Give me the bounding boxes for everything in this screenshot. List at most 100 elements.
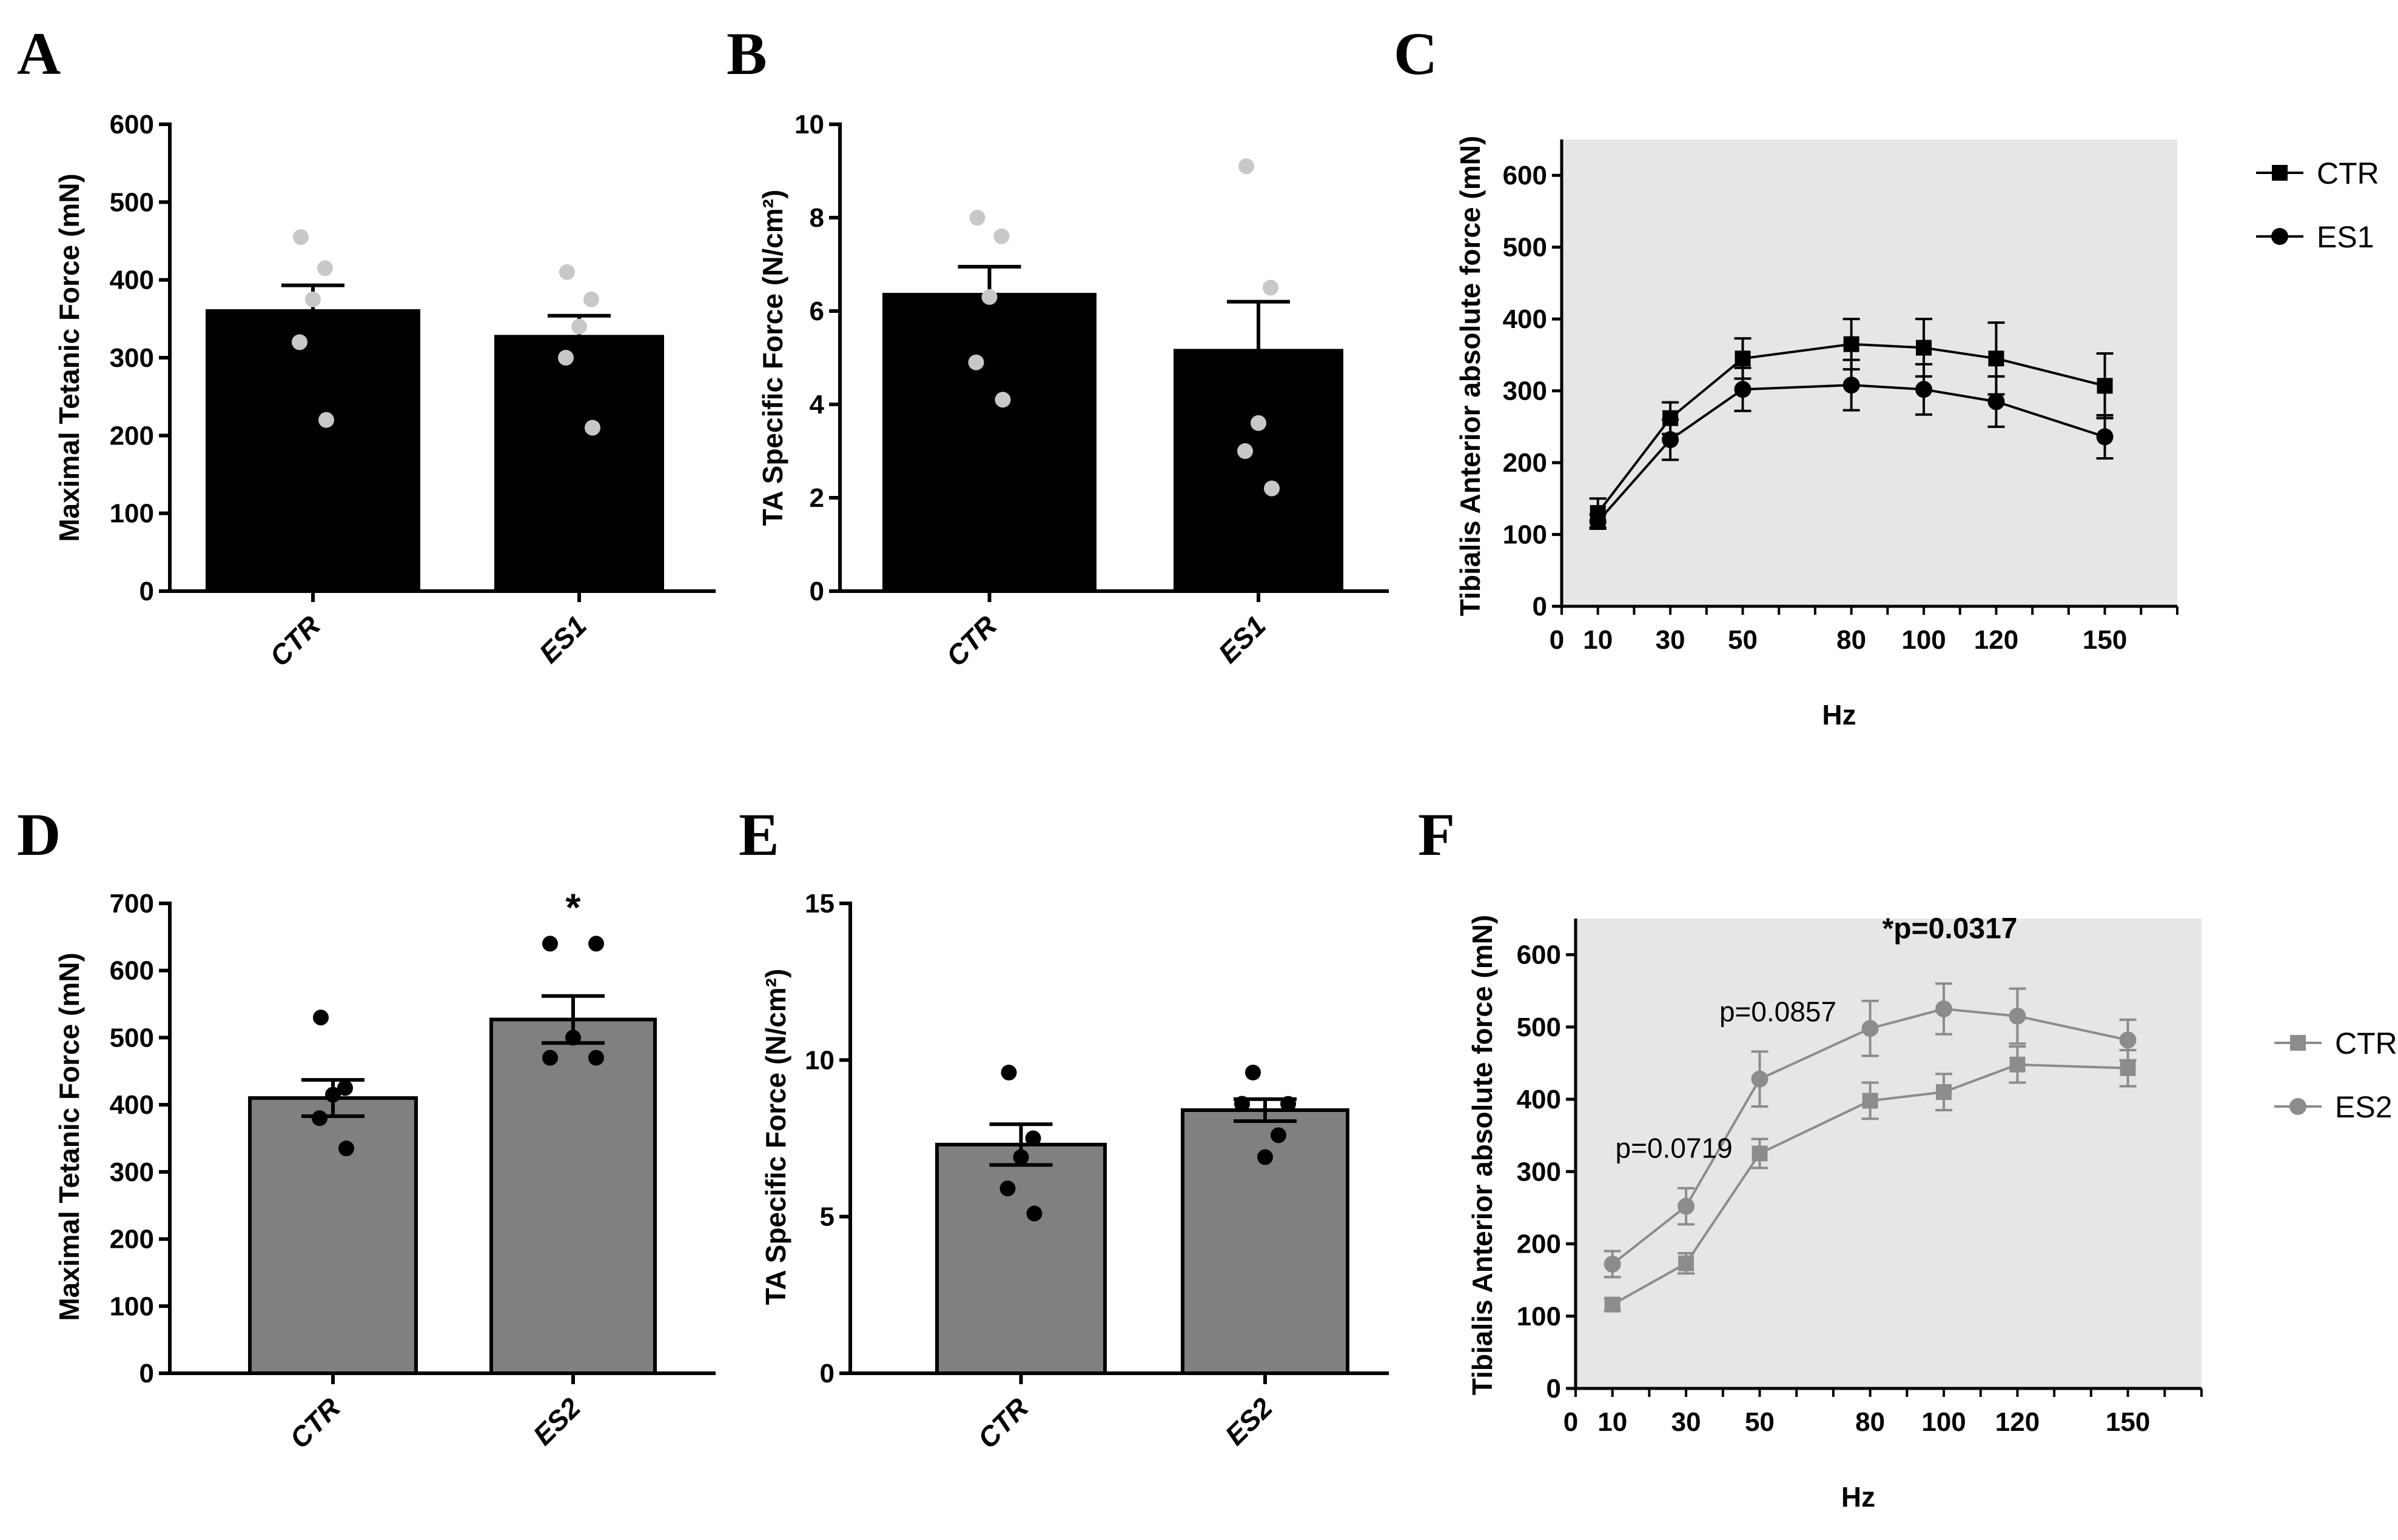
data-point	[292, 334, 307, 350]
legend-label: ES1	[2317, 220, 2374, 254]
data-point	[1025, 1130, 1041, 1147]
x-tick-label: 120	[1995, 1407, 2040, 1437]
y-tick-label: 200	[1517, 1230, 1561, 1259]
plot-area: CTR ES2 0 100 200 300 400 500 600 700 Maximal Teta…	[53, 885, 716, 1455]
data-point	[588, 936, 604, 952]
data-point	[1280, 1096, 1296, 1112]
data-point-square	[2120, 1060, 2136, 1076]
data-point	[969, 210, 986, 226]
y-tick-label: 300	[110, 343, 154, 373]
data-point	[571, 318, 587, 335]
data-point-square	[1862, 1093, 1878, 1109]
x-tick-label: 10	[1583, 625, 1613, 655]
data-point-square	[1916, 340, 1932, 356]
data-point	[312, 1110, 327, 1127]
y-tick-label: 500	[1503, 233, 1547, 263]
plot-area: CTR ES2 0 5 10 15 TA Specific Force (N/cm²)	[760, 889, 1389, 1455]
legend-label: CTR	[2335, 1026, 2397, 1060]
y-tick-label: 600	[110, 956, 154, 986]
plot-area: CTR ES1 0 100 200 300 400 500 600 Maximal Tetanic…	[53, 110, 716, 672]
y-tick-label: 400	[1503, 304, 1547, 334]
x-tick-label: 50	[1745, 1407, 1775, 1437]
data-point-square	[2009, 1056, 2026, 1073]
y-tick-label: 100	[110, 1291, 154, 1321]
data-point	[317, 260, 333, 276]
category-label: ES2	[1219, 1391, 1279, 1451]
data-point	[1238, 158, 1254, 175]
y-tick-label: 4	[810, 390, 825, 420]
panel-letter: A	[17, 20, 61, 87]
plot-area: 0 100 200 300 400 500 600 0 10 30 50 80 100 120 150 Hz T…	[1466, 912, 2397, 1513]
y-tick-label: 0	[1547, 1374, 1561, 1404]
data-point	[981, 289, 998, 305]
x-tick-label: 150	[2106, 1407, 2150, 1437]
bar-ctr	[248, 1096, 418, 1375]
data-point	[325, 1086, 341, 1103]
data-point	[1237, 443, 1253, 459]
data-point	[318, 412, 334, 428]
data-point-circle	[1589, 513, 1607, 531]
y-tick-label: 500	[110, 1023, 154, 1053]
data-point	[1234, 1096, 1250, 1112]
data-point	[1001, 1065, 1017, 1080]
y-axis-label: Tibialis Anterior absolute force (mN)	[1454, 136, 1486, 616]
data-point-circle	[2096, 428, 2114, 446]
y-tick-label: 700	[110, 889, 154, 919]
data-point	[337, 1080, 353, 1096]
data-point-circle	[2009, 1007, 2026, 1025]
y-tick-label: 8	[810, 203, 824, 233]
y-tick-label: 400	[1517, 1085, 1561, 1114]
data-point-circle	[1915, 381, 1933, 398]
data-point	[542, 936, 558, 952]
y-tick-label: 200	[110, 421, 154, 450]
data-point	[1263, 280, 1278, 296]
y-tick-label: 6	[810, 296, 824, 326]
panel-letter: B	[727, 20, 767, 87]
data-point-square	[1843, 336, 1859, 352]
y-tick-label: 2	[810, 483, 824, 513]
y-tick-label: 0	[820, 1359, 835, 1388]
data-point	[993, 228, 1010, 244]
x-tick-label: 0	[1550, 625, 1564, 655]
x-tick-label: 50	[1728, 625, 1758, 655]
y-tick-label: 300	[110, 1157, 154, 1187]
legend-label: CTR	[2317, 156, 2379, 190]
data-point-square	[1735, 350, 1751, 367]
y-tick-label: 600	[1503, 161, 1547, 190]
panel-a: A CTR ES1 0 100 200 300 400 500 600 Maximal Tetan…	[17, 20, 716, 672]
legend-marker	[2272, 165, 2288, 181]
panel-d: D CTR ES2 0 100 200 300 400 500 600 700 Maximal Te…	[17, 801, 716, 1455]
y-axis-label: Tibialis Anterior absolute force (mN)	[1466, 915, 1498, 1395]
series-ctr	[1604, 1045, 2137, 1313]
y-tick-label: 0	[139, 577, 154, 606]
data-point-circle	[1842, 377, 1860, 394]
data-point	[1264, 480, 1280, 497]
y-tick-label: 600	[1517, 940, 1561, 970]
panel-b: B CTR ES1 0 2 4 6 8 10 TA Specific Force (N/cm²)	[727, 20, 1389, 672]
data-point	[968, 354, 984, 370]
y-tick-label: 15	[805, 889, 835, 919]
data-point-circle	[1604, 1255, 1621, 1273]
data-point	[1257, 1149, 1273, 1165]
data-point-circle	[1861, 1020, 1879, 1037]
x-tick-label: 30	[1656, 625, 1685, 655]
series-es2	[1604, 982, 2137, 1279]
x-tick-label: 100	[1921, 1407, 1966, 1437]
x-tick-label: 0	[1563, 1407, 1578, 1437]
bar-ctr	[206, 309, 420, 593]
y-tick-label: 400	[110, 266, 154, 295]
y-tick-label: 100	[1503, 520, 1547, 550]
data-point-square	[1988, 350, 2004, 367]
panel-letter: E	[739, 801, 779, 868]
y-tick-label: 0	[139, 1359, 154, 1388]
x-tick-label: 30	[1671, 1407, 1701, 1437]
data-point	[995, 392, 1011, 408]
y-tick-label: 0	[1533, 592, 1547, 621]
x-axis-label: Hz	[1841, 1481, 1875, 1513]
y-axis-label: TA Specific Force (N/cm²)	[757, 190, 788, 526]
panel-f: F 0 100 200 300 400 500 600 0 10 30 50 80 100 120 150 H…	[1418, 801, 2397, 1513]
data-point-square	[2097, 378, 2113, 394]
data-point	[1026, 1205, 1043, 1222]
x-tick-label: 120	[1974, 625, 2018, 655]
